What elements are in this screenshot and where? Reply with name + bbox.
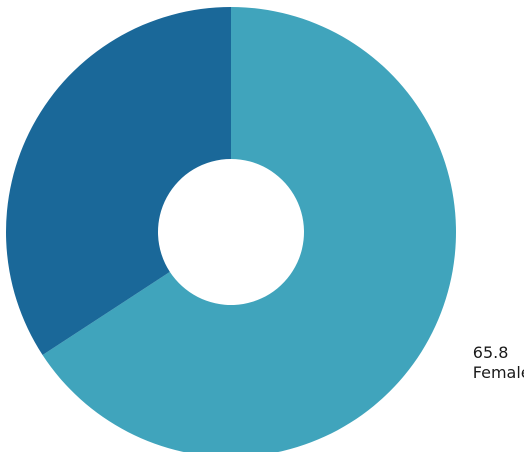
slice-male: [5, 7, 232, 355]
slices-layer: [5, 7, 456, 456]
labels-layer: 65.8Female34.2Male: [473, 343, 524, 382]
slice-category-label-female: Female: [473, 363, 524, 382]
slice-value-label-female: 65.8: [473, 343, 509, 362]
slice-female: [42, 7, 456, 456]
